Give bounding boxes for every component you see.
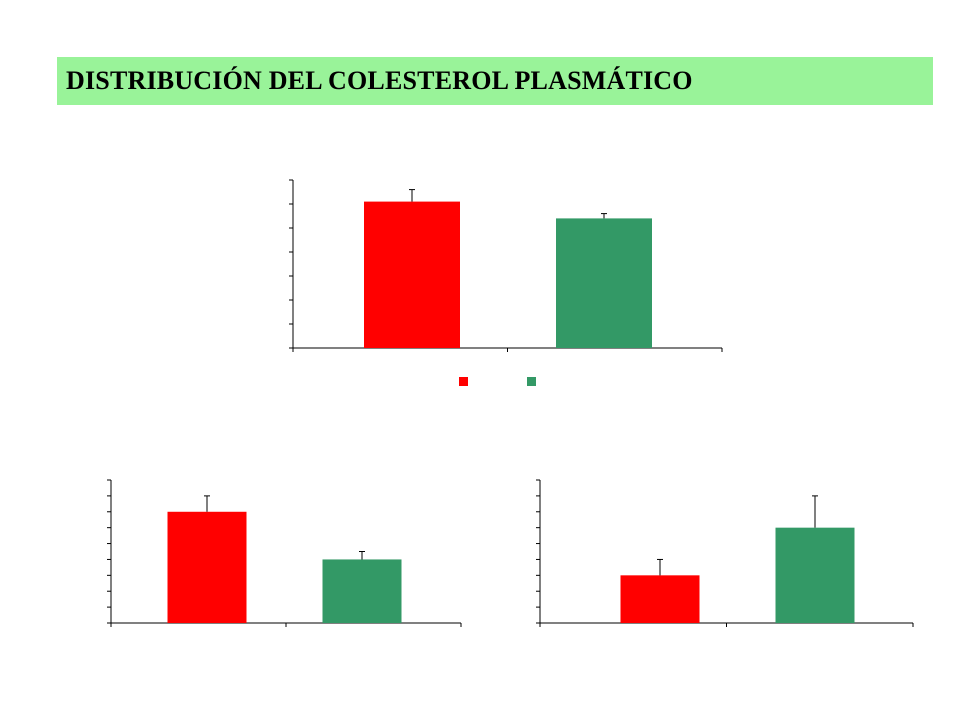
bar-control bbox=[620, 575, 700, 623]
bar-ep bbox=[775, 527, 855, 623]
title-banner: DISTRIBUCIÓN DEL COLESTEROL PLASMÁTICO bbox=[57, 57, 933, 105]
legend-swatch-ep bbox=[527, 377, 536, 386]
bar-ep bbox=[556, 218, 652, 348]
bar-ep bbox=[322, 559, 402, 623]
page-title: DISTRIBUCIÓN DEL COLESTEROL PLASMÁTICO bbox=[66, 66, 693, 95]
legend-swatch-control bbox=[459, 377, 468, 386]
bar-control bbox=[364, 201, 460, 348]
bar-control bbox=[167, 511, 247, 623]
